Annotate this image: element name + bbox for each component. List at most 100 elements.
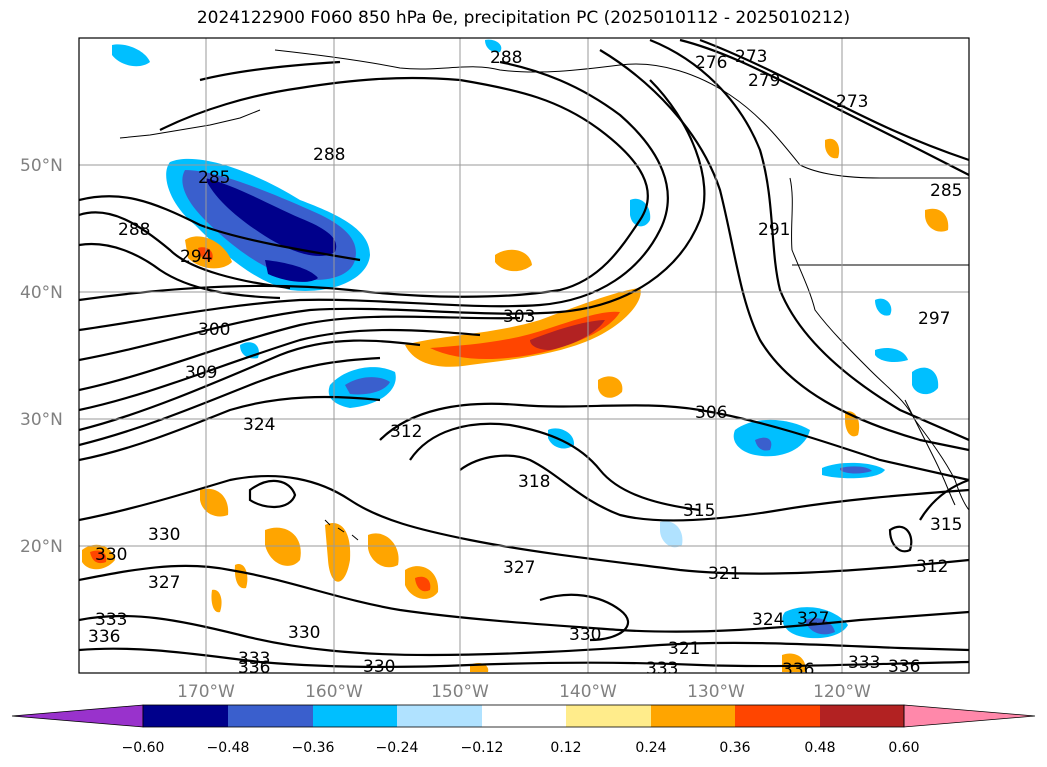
colorbar: −0.60 −0.48 −0.36 −0.24 −0.12 0.12 0.24 …: [11, 704, 1036, 756]
contour-label: 288: [118, 220, 150, 240]
contour-line: [599, 49, 969, 452]
colorbar-tick-label: 0.36: [719, 740, 750, 756]
pos-small-7: [325, 523, 351, 582]
contour-label: 324: [752, 610, 784, 630]
contour-label: 300: [198, 320, 230, 340]
contour-label: 288: [313, 145, 345, 165]
contour-label: 330: [148, 525, 180, 545]
pos-small-1core: [198, 247, 213, 261]
colorbar-frame: [142, 704, 905, 728]
colorbar-tick-label: −0.36: [292, 740, 335, 756]
colorbar-tick-label: 0.60: [888, 740, 919, 756]
colorbar-cell: [735, 705, 820, 727]
pos-small-5: [200, 488, 229, 517]
contour-label: 285: [930, 181, 962, 201]
pos-small-8: [368, 533, 399, 568]
colorbar-tick-label: 0.24: [635, 740, 666, 756]
contour-line: [79, 242, 281, 300]
contour-label: 318: [518, 472, 550, 492]
contour-line: [919, 478, 969, 521]
colorbar-cells: [143, 705, 904, 727]
pos-small-13: [782, 653, 806, 672]
pos-small-6: [265, 527, 301, 566]
lat-axis: 20°N 30°N 40°N 50°N: [20, 156, 63, 557]
colorbar-under-arrow: [11, 704, 144, 728]
neg-small-9: [875, 348, 908, 363]
contour-label: 327: [797, 609, 829, 629]
contour-label: 336: [782, 660, 814, 680]
colorbar-over-arrow: [903, 704, 1036, 728]
lon-tick-label: 160°W: [305, 682, 363, 702]
colorbar-cell: [820, 705, 904, 727]
lat-tick-label: 30°N: [20, 410, 63, 430]
neg-small-5core: [840, 466, 872, 474]
pos-small-14: [234, 564, 248, 589]
contour-label: 324: [243, 415, 275, 435]
contour-label: 333: [848, 653, 880, 673]
contour-label: 312: [390, 422, 422, 442]
contour-label: 294: [180, 247, 212, 267]
na-west-coast: [789, 177, 969, 511]
contour-label: 315: [930, 515, 962, 535]
colorbar-cell: [313, 705, 397, 727]
gridlines: [79, 38, 969, 673]
contour-line: [79, 211, 291, 290]
contour-label: 336: [88, 627, 120, 647]
contour-labels: 288 276 273 279 273 288 285 285 288 294 …: [88, 47, 962, 680]
neg-band-core: [205, 178, 337, 257]
contour-line: [79, 339, 421, 432]
pos-small-2: [495, 249, 532, 272]
contour-line: [699, 38, 969, 162]
contour-label: 333: [238, 649, 270, 669]
colorbar-cell: [143, 705, 228, 727]
precip-shading: [82, 39, 949, 672]
contour-line: [79, 195, 361, 262]
colorbar-tick-label: −0.60: [122, 740, 165, 756]
lon-axis: 170°W 160°W 150°W 140°W 130°W 120°W: [177, 682, 871, 702]
neg-band-core2: [265, 260, 318, 282]
contour-line: [888, 525, 913, 553]
colorbar-cell: [651, 705, 735, 727]
contour-label: 276: [695, 53, 727, 73]
contour-line: [79, 356, 381, 447]
neg-small-1: [112, 44, 150, 67]
contour-label: 297: [918, 309, 950, 329]
neg-small-4core: [755, 437, 772, 451]
contour-label: 330: [569, 625, 601, 645]
contour-label: 279: [748, 71, 780, 91]
lat-tick-label: 50°N: [20, 156, 63, 176]
chart-title: 2024122900 F060 850 hPa θe, precipitatio…: [196, 8, 851, 28]
contour-label: 321: [668, 639, 700, 659]
contour-line: [679, 38, 969, 176]
lon-tick-label: 130°W: [687, 682, 745, 702]
contour-line: [79, 564, 969, 633]
colorbar-cell: [228, 705, 313, 727]
contour-line: [79, 78, 649, 302]
contour-label: 336: [888, 657, 920, 677]
colorbar-cell: [566, 705, 651, 727]
contour-line: [79, 79, 706, 362]
contour-label: 321: [708, 564, 740, 584]
contour-label: 330: [288, 623, 320, 643]
contour-label: 273: [836, 92, 868, 112]
contour-label: 306: [695, 403, 727, 423]
lon-tick-label: 140°W: [559, 682, 617, 702]
colorbar-tick-label: −0.24: [376, 740, 419, 756]
neg-small-10: [660, 521, 683, 548]
pos-small-15: [211, 589, 222, 613]
neg-small-13: [875, 298, 892, 316]
colorbar-tick-label: 0.48: [804, 740, 835, 756]
neg-small-3: [630, 198, 651, 227]
contour-label: 312: [916, 557, 948, 577]
contour-label: 327: [148, 573, 180, 593]
contour-label: 315: [683, 501, 715, 521]
contour-line: [79, 60, 669, 332]
contour-label: 309: [185, 363, 217, 383]
plot-frame: [78, 37, 970, 674]
neg-small-4: [733, 419, 810, 457]
colorbar-ticks: −0.60 −0.48 −0.36 −0.24 −0.12 0.12 0.24 …: [122, 740, 920, 756]
colorbar-cell: [397, 705, 482, 727]
neg-small-8: [912, 367, 939, 395]
aleutians: [119, 109, 261, 139]
pos-band-core: [530, 320, 605, 350]
